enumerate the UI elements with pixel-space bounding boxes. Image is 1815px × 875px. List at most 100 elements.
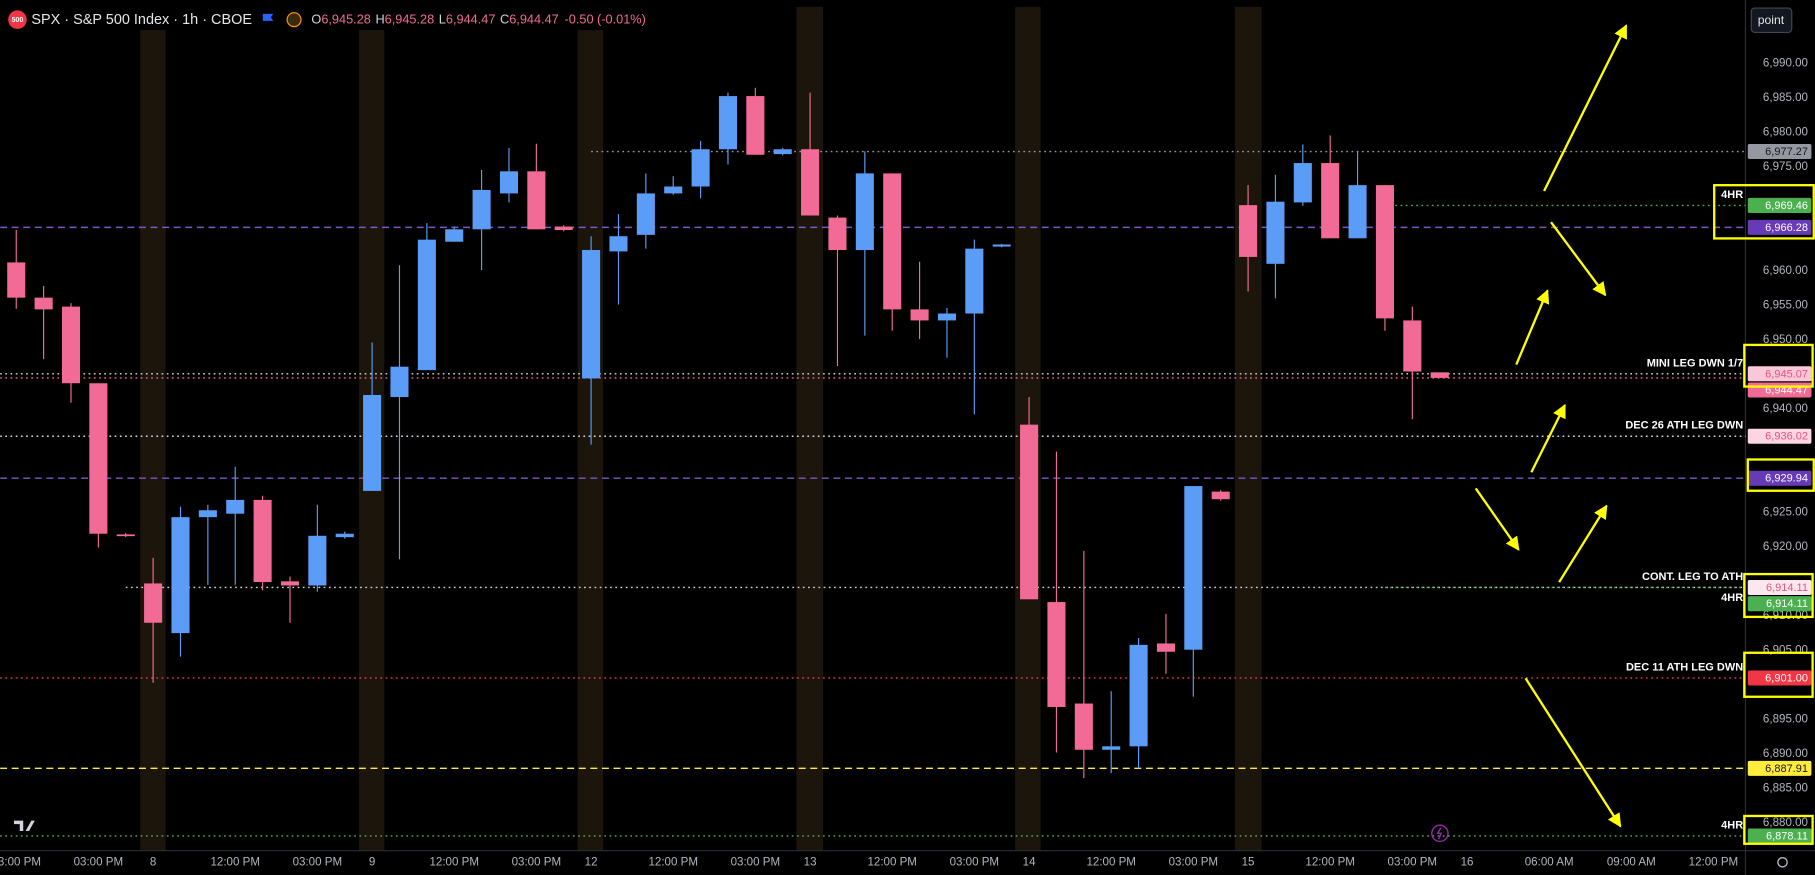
candle-body [144, 583, 163, 623]
candle-body [226, 499, 245, 514]
highlight-box [1743, 814, 1814, 845]
level-note: 4HR [1721, 189, 1743, 201]
x-day-label: 14 [1023, 856, 1036, 868]
candle-body [609, 236, 628, 252]
x-day-label: 12 [585, 856, 598, 868]
ohlc-value: 6,945.28 [321, 12, 371, 27]
x-day-label: 15 [1242, 856, 1255, 868]
x-tick-label: 12:00 PM [429, 856, 479, 868]
price-tag [1747, 828, 1812, 844]
price-tag-label: 6,977.27 [1765, 146, 1808, 158]
y-tick-label: 6,880.00 [1763, 817, 1808, 829]
candle-body [1156, 643, 1175, 652]
y-tick-label: 6,975.00 [1763, 161, 1808, 173]
candle-body [527, 171, 546, 230]
candle-body [855, 173, 874, 251]
market-status-icon[interactable] [286, 12, 302, 28]
session-band [1235, 6, 1262, 851]
flag-icon[interactable] [262, 13, 274, 21]
candle-body [61, 306, 81, 384]
candle-body [472, 189, 491, 230]
candle-body [910, 309, 929, 321]
arrow [1524, 677, 1622, 828]
candle-body [992, 244, 1011, 247]
x-day-label: 16 [1461, 856, 1474, 868]
candle-body [1239, 205, 1258, 257]
candle-body [1074, 703, 1093, 750]
ohlc-key: O [311, 12, 321, 27]
arrow [1558, 504, 1608, 583]
alert-icon[interactable] [1431, 824, 1449, 843]
candle-body [1266, 201, 1285, 264]
highlight-boxes [1713, 184, 1815, 845]
candle-body [1184, 486, 1203, 650]
price-tag [1747, 579, 1812, 596]
arrows [1474, 24, 1628, 828]
badge-text: 500 [12, 17, 24, 24]
candle-body [746, 96, 765, 155]
x-tick-label: 03:00 PM [0, 856, 41, 868]
y-tick-label: 6,960.00 [1763, 265, 1808, 277]
price-tags: 6,977.276,969.466,966.286,945.076,944.47… [1747, 143, 1812, 844]
symbol-title[interactable]: SPX · S&P 500 Index · 1h · CBOE [31, 12, 252, 28]
price-tag [1747, 366, 1812, 382]
x-tick-label: 03:00 PM [293, 856, 343, 868]
settings-icon[interactable] [1777, 856, 1788, 868]
candle-body [390, 366, 409, 398]
candle-body [554, 226, 573, 230]
x-tick-label: 09:00 AM [1607, 856, 1656, 868]
candle-body [1211, 491, 1230, 500]
x-tick-label: 03:00 PM [74, 856, 124, 868]
candle-body [1102, 746, 1121, 750]
price-tag [1747, 197, 1812, 213]
arrow [1474, 487, 1520, 551]
candle-body [1129, 644, 1148, 747]
candle-body [1348, 185, 1367, 239]
level-note: DEC 11 ATH LEG DWN [1626, 661, 1743, 673]
price-tag [1747, 143, 1812, 160]
candle-body [116, 534, 135, 537]
price-tag-label: 6,966.28 [1765, 222, 1808, 234]
highlight-box [1743, 651, 1814, 698]
candle-body [1020, 424, 1039, 600]
price-tag [1747, 219, 1812, 235]
y-tick-label: 6,980.00 [1763, 127, 1808, 139]
candle-body [1293, 163, 1312, 203]
price-tag [1747, 596, 1812, 612]
y-tick-label: 6,905.00 [1763, 644, 1808, 656]
highlight-box [1743, 572, 1814, 619]
x-tick-label: 03:00 PM [731, 856, 781, 868]
point-button[interactable] [1750, 7, 1793, 33]
candle-body [7, 262, 26, 298]
x-tick-label: 12:00 PM [210, 856, 260, 868]
highlight-box [1746, 458, 1815, 492]
y-tick-label: 6,925.00 [1763, 506, 1808, 518]
x-tick-label: 03:00 PM [512, 856, 561, 868]
x-day-label: 8 [150, 856, 156, 868]
y-tick-label: 6,890.00 [1763, 748, 1808, 760]
candle-body [335, 533, 354, 538]
candle-body [280, 581, 300, 586]
candle-body [718, 96, 738, 150]
price-tag [1747, 470, 1812, 486]
candle-body [773, 149, 792, 155]
highlight-box [1713, 184, 1815, 240]
price-tag-label: 6,914.11 [1766, 598, 1808, 610]
price-tag [1747, 670, 1812, 686]
candle-body [445, 229, 464, 242]
y-tick-label: 6,885.00 [1763, 782, 1808, 794]
session-band [577, 30, 604, 851]
y-tick-label: 6,985.00 [1763, 92, 1808, 104]
axes: 6,880.00 6,885.00 6,890.00 6,895.00 6,905.00… [0, 58, 1808, 869]
y-tick-label: 6,940.00 [1763, 403, 1808, 415]
level-note: DEC 26 ATH LEG DWN [1625, 420, 1743, 432]
candle-body [1403, 320, 1422, 372]
point-button-label[interactable]: point [1758, 13, 1785, 27]
y-tick-label: 6,990.00 [1763, 58, 1808, 70]
ohlc-value: 6,945.28 [385, 12, 435, 27]
candle-body [883, 173, 902, 310]
tv-logo[interactable] [13, 820, 35, 832]
